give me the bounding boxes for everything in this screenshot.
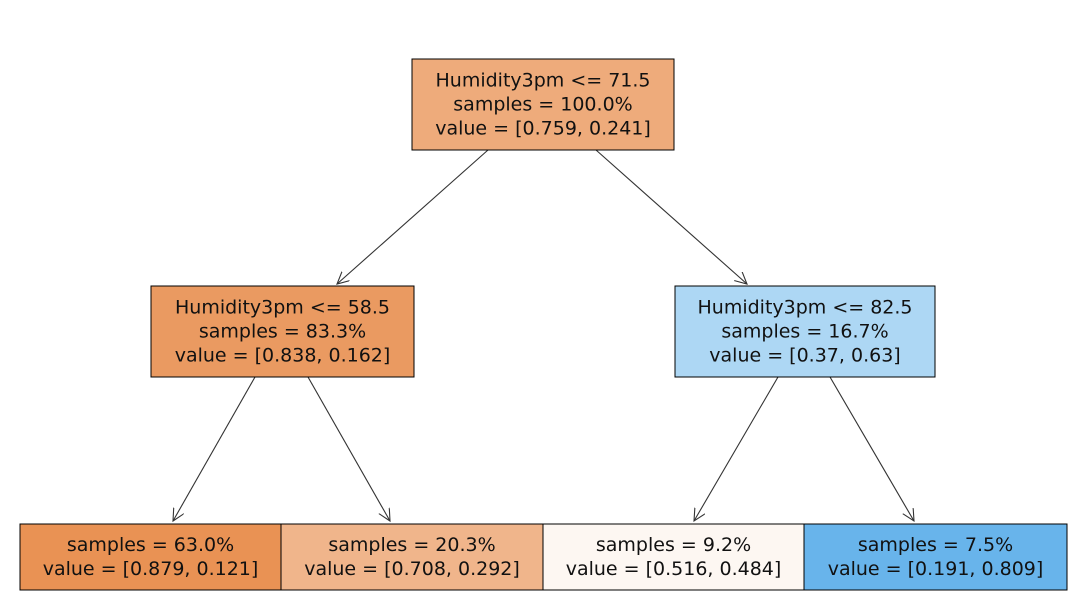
node-label-line: Humidity3pm <= 82.5 bbox=[697, 297, 912, 319]
node-box bbox=[674, 285, 936, 378]
node-label-line: value = [0.191, 0.809] bbox=[828, 558, 1044, 580]
edge-root-to-right bbox=[595, 149, 747, 284]
node-box bbox=[280, 523, 544, 591]
node-label-line: samples = 100.0% bbox=[453, 94, 632, 116]
node-box bbox=[803, 523, 1068, 591]
node-box bbox=[542, 523, 805, 591]
node-box bbox=[19, 523, 282, 591]
node-box bbox=[150, 285, 415, 378]
node-label-line: value = [0.759, 0.241] bbox=[435, 118, 651, 140]
node-label-line: samples = 9.2% bbox=[596, 534, 751, 556]
edge-left-to-lr bbox=[307, 376, 390, 521]
node-label-line: value = [0.37, 0.63] bbox=[709, 345, 900, 367]
node-label-line: samples = 83.3% bbox=[199, 321, 366, 343]
node-box bbox=[411, 58, 675, 151]
edge-right-to-rr bbox=[829, 376, 914, 521]
edge-right-to-rl bbox=[694, 376, 779, 521]
node-label-line: Humidity3pm <= 58.5 bbox=[175, 297, 390, 319]
node-label-line: samples = 16.7% bbox=[721, 321, 888, 343]
tree-node-rl: samples = 9.2%value = [0.516, 0.484] bbox=[542, 523, 805, 591]
tree-node-rr: samples = 7.5%value = [0.191, 0.809] bbox=[803, 523, 1068, 591]
node-label-line: samples = 63.0% bbox=[67, 534, 234, 556]
node-label-line: samples = 20.3% bbox=[328, 534, 495, 556]
node-label-line: value = [0.708, 0.292] bbox=[304, 558, 520, 580]
tree-node-ll: samples = 63.0%value = [0.879, 0.121] bbox=[19, 523, 282, 591]
node-label-line: value = [0.516, 0.484] bbox=[566, 558, 782, 580]
node-label-line: samples = 7.5% bbox=[858, 534, 1013, 556]
node-label-line: value = [0.879, 0.121] bbox=[43, 558, 259, 580]
edge-left-to-ll bbox=[173, 376, 256, 521]
tree-edges bbox=[173, 149, 914, 521]
node-label-line: Humidity3pm <= 71.5 bbox=[435, 70, 650, 92]
tree-node-lr: samples = 20.3%value = [0.708, 0.292] bbox=[280, 523, 544, 591]
node-label-line: value = [0.838, 0.162] bbox=[175, 345, 391, 367]
edge-root-to-left bbox=[337, 149, 489, 284]
